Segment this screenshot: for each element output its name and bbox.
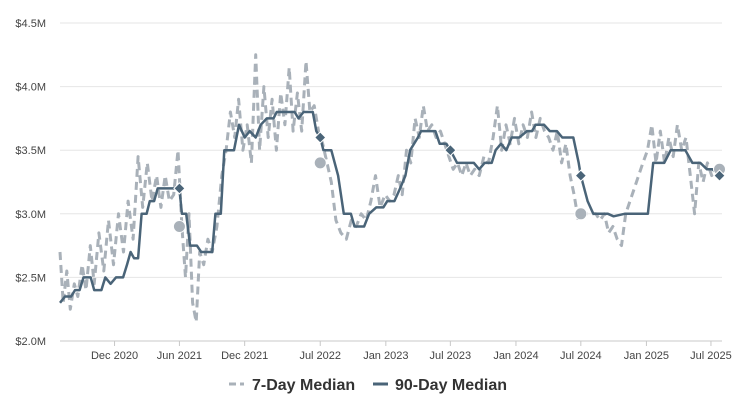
y-axis-labels: $2.0M $2.5M $3.0M $3.5M $4.0M $4.5M	[15, 18, 46, 348]
legend-label-90-day: 90-Day Median	[395, 377, 507, 394]
y-tick-label: $2.0M	[15, 336, 46, 348]
x-tick-label: Dec 2020	[91, 350, 138, 362]
x-tick-label: Jul 2022	[299, 350, 341, 362]
series-90-day-median	[59, 110, 721, 304]
x-tick-label: Jul 2023	[430, 350, 472, 362]
x-tick-label: Jan 2024	[493, 350, 538, 362]
y-tick-label: $3.0M	[15, 209, 46, 221]
series-markers	[172, 131, 727, 234]
marker-90-day	[173, 182, 186, 195]
legend-label-7-day: 7-Day Median	[252, 377, 355, 394]
marker-7-day	[313, 156, 327, 170]
marker-90-day	[444, 143, 457, 157]
x-tick-label: Jan 2025	[624, 350, 669, 362]
x-tick-label: Jan 2023	[363, 350, 408, 362]
y-tick-label: $4.0M	[15, 82, 46, 94]
x-tick-label: Jun 2021	[157, 350, 202, 362]
series-lines	[58, 53, 721, 324]
y-tick-label: $3.5M	[15, 145, 46, 157]
x-tick-label: Jul 2025	[690, 350, 732, 362]
marker-7-day	[574, 207, 588, 221]
legend-item-7-day[interactable]: 7-Day Median	[229, 377, 355, 394]
grid-lines	[60, 22, 722, 342]
legend[interactable]: 7-Day Median 90-Day Median	[229, 377, 507, 394]
marker-90-day	[574, 169, 588, 182]
x-tick-label: Dec 2021	[221, 350, 268, 362]
series-7-day-median	[58, 53, 720, 324]
x-axis-labels: Dec 2020 Jun 2021 Dec 2021 Jul 2022 Jan 2023…	[91, 341, 732, 362]
x-tick-label: Jul 2024	[560, 350, 602, 362]
y-tick-label: $4.5M	[15, 18, 46, 30]
marker-90-day	[314, 131, 327, 144]
y-tick-label: $2.5M	[15, 272, 46, 284]
marker-7-day	[172, 220, 186, 234]
legend-item-90-day[interactable]: 90-Day Median	[373, 377, 507, 394]
marker-90-day	[713, 169, 726, 182]
